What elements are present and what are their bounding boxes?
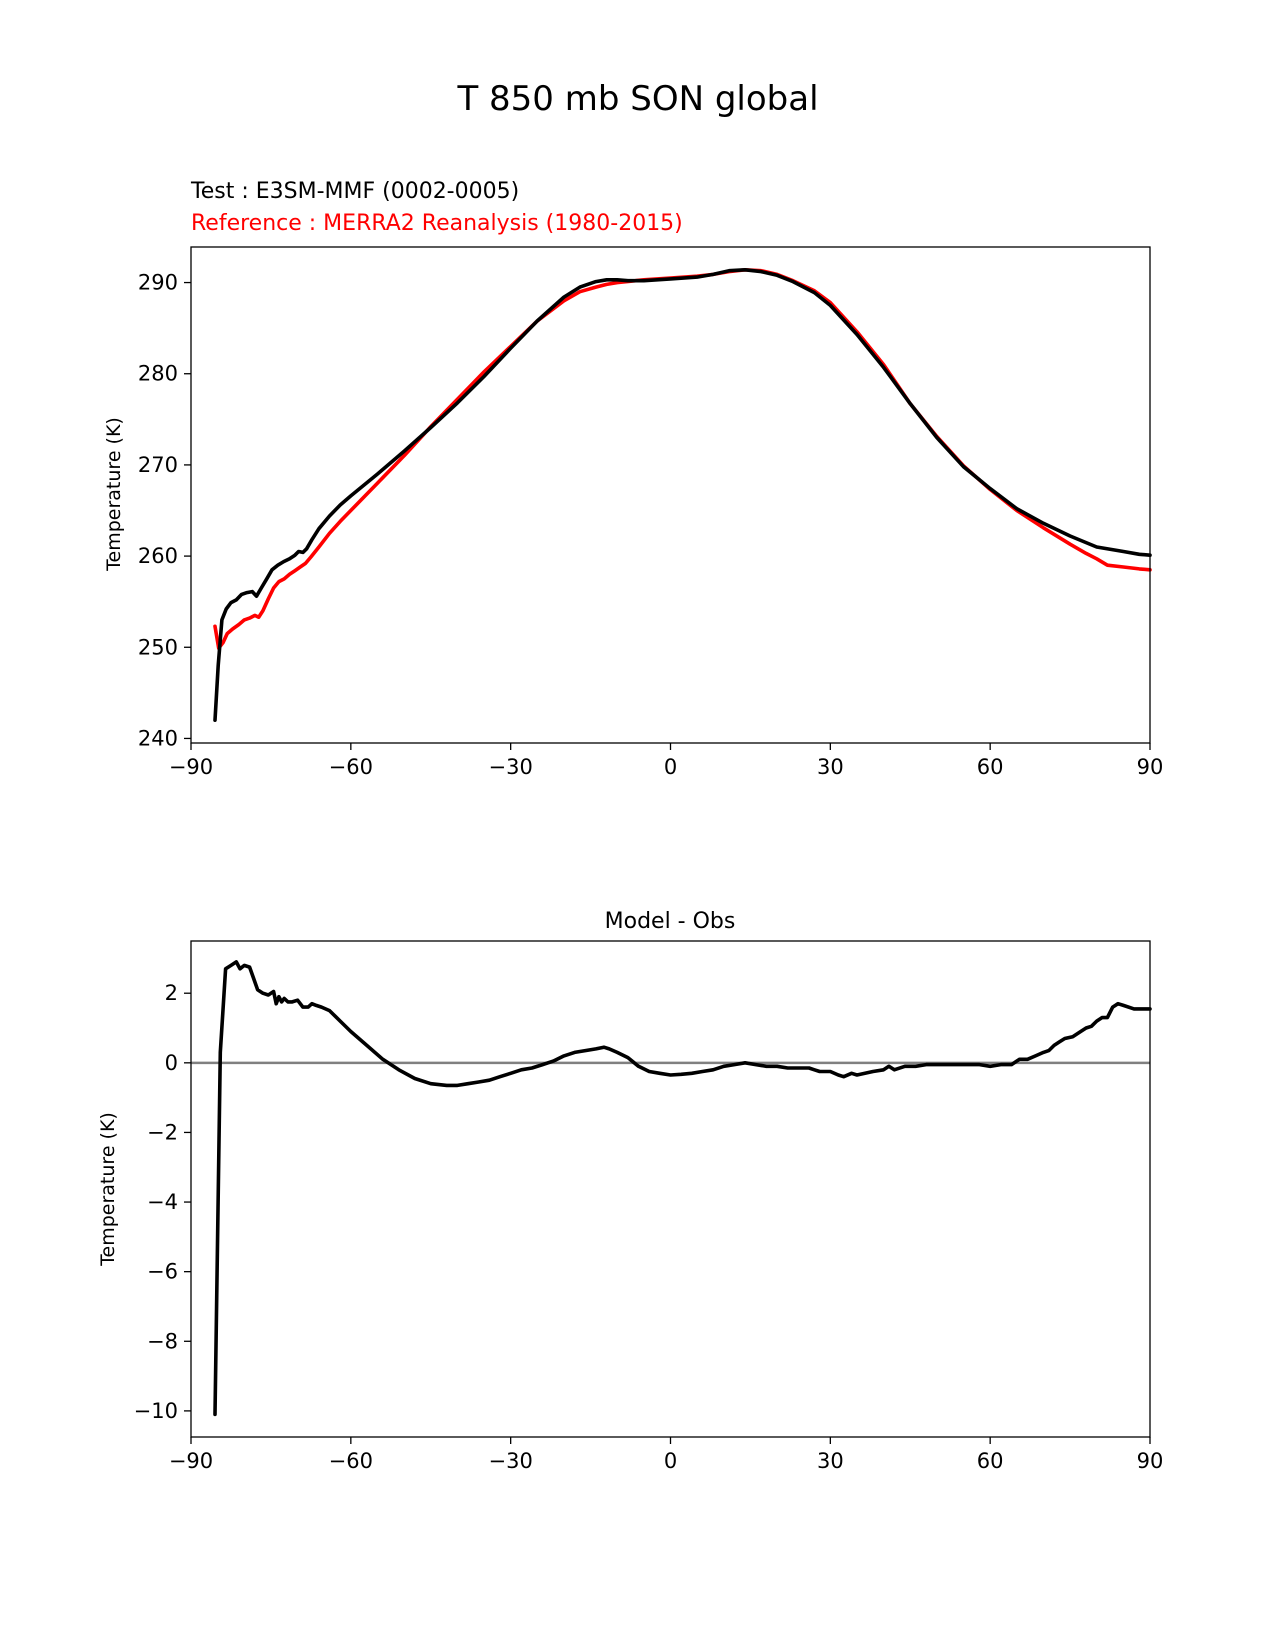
x-tick-label: 90 <box>1137 755 1164 779</box>
x-tick-label: −30 <box>489 1449 533 1473</box>
y-tick-label: −8 <box>147 1329 178 1353</box>
bottom-axis-ticks: −90 −60 −30 0 30 60 90 −10 −8 −6 −4 −2 0 2 <box>134 981 1164 1473</box>
test-label: Test : E3SM-MMF (0002-0005) <box>190 179 519 204</box>
x-tick-label: −30 <box>489 755 533 779</box>
x-tick-label: −60 <box>329 1449 373 1473</box>
y-tick-label: 240 <box>138 726 178 750</box>
x-tick-label: 90 <box>1137 1449 1164 1473</box>
y-tick-label: 280 <box>138 362 178 386</box>
x-tick-label: −90 <box>169 755 213 779</box>
x-tick-label: 30 <box>817 755 844 779</box>
series-line-difference <box>213 960 1152 1417</box>
bottom-series <box>191 960 1152 1417</box>
top-plot-frame <box>190 246 1151 744</box>
bottom-panel-title: Model - Obs <box>605 909 736 934</box>
x-tick-label: 0 <box>664 755 677 779</box>
y-tick-label: 290 <box>138 271 178 295</box>
x-tick-label: 0 <box>664 1449 677 1473</box>
y-tick-label: 0 <box>165 1051 178 1075</box>
top-panel: Test : E3SM-MMF (0002-0005) Reference : … <box>103 179 1163 779</box>
x-tick-label: 30 <box>817 1449 844 1473</box>
x-tick-label: 60 <box>977 1449 1004 1473</box>
reference-label: Reference : MERRA2 Reanalysis (1980-2015… <box>191 211 683 236</box>
y-tick-label: −2 <box>147 1120 178 1144</box>
bottom-y-axis-label: Temperature (K) <box>97 1112 119 1267</box>
y-tick-label: −6 <box>147 1260 178 1284</box>
y-tick-label: −4 <box>147 1190 178 1214</box>
y-tick-label: 270 <box>138 453 178 477</box>
top-axis-ticks: −90 −60 −30 0 30 60 90 240 250 260 270 280 290 <box>138 271 1163 779</box>
y-tick-label: 260 <box>138 544 178 568</box>
figure-title: T 850 mb SON global <box>456 79 818 119</box>
bottom-plot-frame <box>190 940 1151 1438</box>
bottom-panel: Model - Obs Temperature (K) −90 −60 −30 0 30… <box>97 909 1163 1473</box>
top-series <box>213 267 1152 723</box>
series-line-test <box>213 267 1152 723</box>
top-y-axis-label: Temperature (K) <box>103 417 125 572</box>
x-tick-label: −60 <box>329 755 373 779</box>
y-tick-label: 2 <box>165 981 178 1005</box>
x-tick-label: −90 <box>169 1449 213 1473</box>
y-tick-label: −10 <box>134 1399 178 1423</box>
y-tick-label: 250 <box>138 635 178 659</box>
x-tick-label: 60 <box>977 755 1004 779</box>
